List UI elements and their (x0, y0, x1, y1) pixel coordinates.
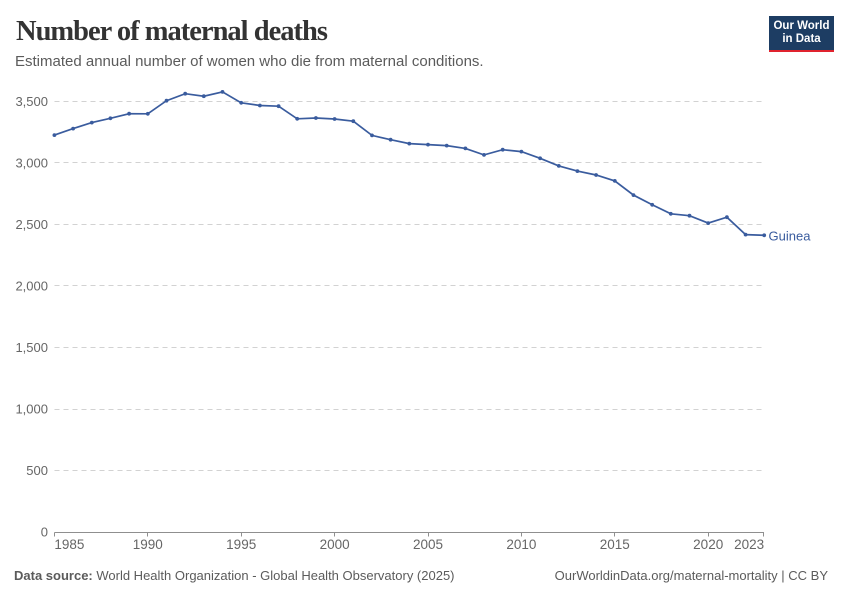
svg-text:500: 500 (26, 463, 48, 478)
svg-text:2023: 2023 (734, 537, 764, 552)
svg-text:1,500: 1,500 (15, 340, 48, 355)
svg-text:1,000: 1,000 (15, 402, 48, 417)
svg-text:2020: 2020 (693, 537, 723, 552)
svg-text:2,000: 2,000 (15, 278, 48, 293)
svg-text:1985: 1985 (54, 537, 84, 552)
svg-text:Guinea: Guinea (769, 229, 812, 244)
svg-text:3,500: 3,500 (15, 94, 48, 109)
svg-text:1995: 1995 (226, 537, 256, 552)
svg-text:3,000: 3,000 (15, 155, 48, 170)
svg-text:2,500: 2,500 (15, 217, 48, 232)
svg-text:2000: 2000 (320, 537, 350, 552)
svg-text:2010: 2010 (506, 537, 536, 552)
svg-text:0: 0 (41, 525, 48, 540)
svg-text:2015: 2015 (600, 537, 630, 552)
svg-text:2005: 2005 (413, 537, 443, 552)
svg-text:1990: 1990 (133, 537, 163, 552)
